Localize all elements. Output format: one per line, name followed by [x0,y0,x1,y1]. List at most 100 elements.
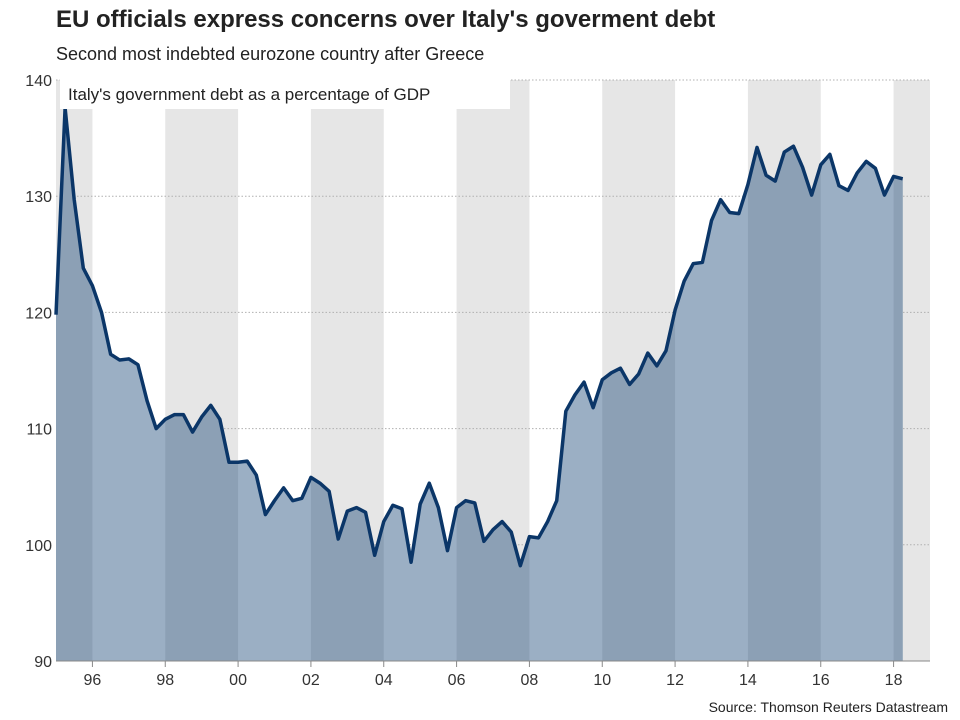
data-point-81 [791,144,795,148]
data-point-9 [136,363,140,367]
x-tick-label-96: 96 [84,672,102,689]
y-tick-label-120: 120 [25,305,52,322]
data-point-15 [191,430,195,434]
data-point-21 [245,459,249,463]
x-tick-label-98: 98 [156,672,174,689]
chart-title: EU officials express concerns over Italy… [56,6,716,33]
x-tick-label-04: 04 [375,672,393,689]
x-tick-label-08: 08 [521,672,539,689]
data-point-64 [637,372,641,376]
data-point-46 [473,501,477,505]
y-tick-label-110: 110 [26,422,52,439]
y-tick-label-100: 100 [25,538,52,555]
data-point-51 [518,564,522,568]
data-point-61 [609,371,613,375]
data-point-66 [655,364,659,368]
area-base [56,107,903,661]
data-point-76 [746,183,750,187]
data-point-40 [418,502,422,506]
y-axis-ticks: 90 100 110 120 130 140 [25,73,52,671]
data-point-82 [801,165,805,169]
chart-subtitle: Second most indebted eurozone country af… [56,44,485,64]
data-point-0 [54,313,58,317]
data-point-83 [810,193,814,197]
data-point-26 [291,499,295,503]
data-point-65 [646,351,650,355]
data-point-41 [427,481,431,485]
data-point-10 [145,399,149,403]
data-point-31 [336,537,340,541]
legend-label: Italy's government debt as a percentage … [68,85,430,104]
y-tick-label-90: 90 [34,654,52,671]
data-point-67 [664,349,668,353]
data-point-52 [527,535,531,539]
data-point-92 [892,174,896,178]
data-point-29 [318,481,322,485]
data-point-36 [382,520,386,524]
data-point-58 [582,380,586,384]
data-point-20 [236,460,240,464]
data-point-28 [309,475,313,479]
data-point-23 [263,513,267,517]
data-point-87 [846,188,850,192]
data-point-4 [90,284,94,288]
source-note: Source: Thomson Reuters Datastream [708,699,948,715]
data-point-32 [345,509,349,513]
data-point-50 [509,530,513,534]
data-point-78 [764,173,768,177]
data-point-55 [555,499,559,503]
data-point-59 [591,406,595,410]
data-point-75 [737,212,741,216]
data-point-25 [282,486,286,490]
data-point-93 [901,177,905,181]
data-point-62 [618,366,622,370]
data-point-27 [300,496,304,500]
x-axis-ticks: 96 98 00 02 04 06 08 10 12 14 16 18 [84,661,903,689]
data-point-79 [773,179,777,183]
data-point-5 [100,310,104,314]
data-point-14 [181,413,185,417]
x-tick-label-14: 14 [739,672,757,689]
data-point-47 [482,539,486,543]
data-point-85 [828,152,832,156]
data-point-30 [327,489,331,493]
data-point-53 [537,536,541,540]
data-point-17 [209,403,213,407]
data-point-45 [464,499,468,503]
data-point-38 [400,507,404,511]
x-tick-label-12: 12 [666,672,684,689]
data-point-49 [500,520,504,524]
data-point-37 [391,503,395,507]
data-point-7 [118,358,122,362]
data-point-69 [682,279,686,283]
data-point-35 [373,553,377,557]
data-point-16 [200,415,204,419]
x-tick-label-10: 10 [593,672,611,689]
data-point-39 [409,560,413,564]
data-point-42 [436,506,440,510]
area-band-tint-6 [893,107,903,661]
data-point-60 [600,378,604,382]
data-point-8 [127,357,131,361]
data-point-12 [163,417,167,421]
data-point-80 [782,150,786,154]
data-point-3 [81,266,85,270]
data-point-91 [882,193,886,197]
y-tick-label-130: 130 [25,189,52,206]
data-point-77 [755,145,759,149]
legend-box [60,77,510,109]
data-point-57 [573,393,577,397]
data-point-63 [628,382,632,386]
data-point-72 [710,219,714,223]
data-point-86 [837,184,841,188]
data-point-90 [873,166,877,170]
data-point-44 [455,506,459,510]
data-point-22 [254,473,258,477]
data-point-2 [72,198,76,202]
data-point-70 [691,262,695,266]
series-line [54,106,904,568]
data-point-71 [700,260,704,264]
data-point-13 [172,413,176,417]
data-point-68 [673,308,677,312]
